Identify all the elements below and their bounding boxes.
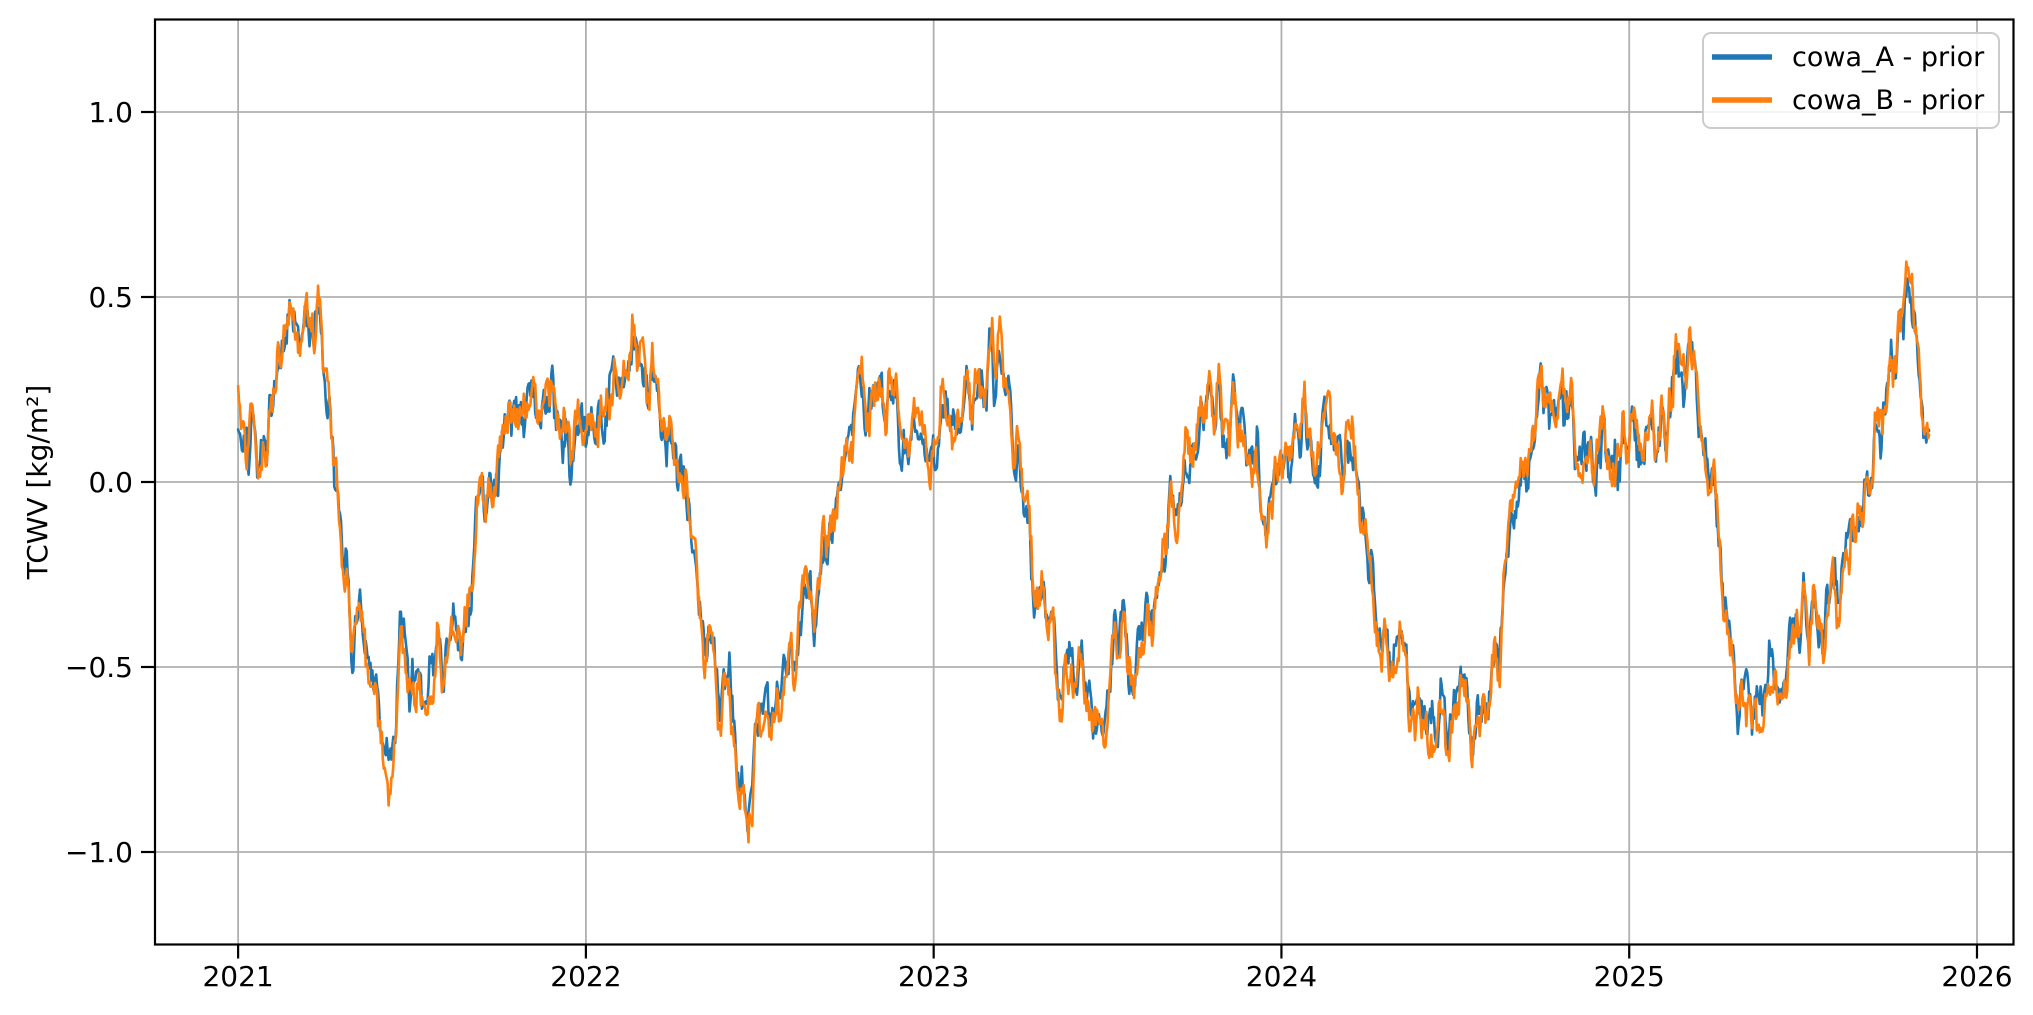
y-tick-label: 0.5 [88,281,133,314]
legend-label-cowa-a: cowa_A - prior [1792,42,1985,73]
x-tick-label: 2022 [550,960,621,993]
y-tick-label: 0.0 [88,466,133,499]
tick-layer: 2021 2022 2023 2024 2025 2026 1.0 0.5 0.0 −0.5 −1.… [65,96,2013,993]
series-layer [236,260,1931,844]
grid-layer [155,19,2014,945]
y-tick-label: −1.0 [65,836,133,869]
legend: cowa_A - prior cowa_B - prior [1702,32,2000,129]
series-line-cowa_b [236,260,1931,844]
legend-label-cowa-b: cowa_B - prior [1792,85,1985,116]
y-axis-label: TCWV [kg/m²] [21,385,54,581]
x-tick-label: 2023 [898,960,969,993]
x-tick-label: 2025 [1594,960,1665,993]
y-tick-label: −0.5 [65,651,133,684]
x-tick-label: 2024 [1246,960,1317,993]
x-tick-label: 2021 [202,960,273,993]
y-tick-label: 1.0 [88,96,133,129]
x-tick-label: 2026 [1941,960,2012,993]
series-line-cowa_a [236,277,1931,833]
legend-box [1702,32,2000,129]
